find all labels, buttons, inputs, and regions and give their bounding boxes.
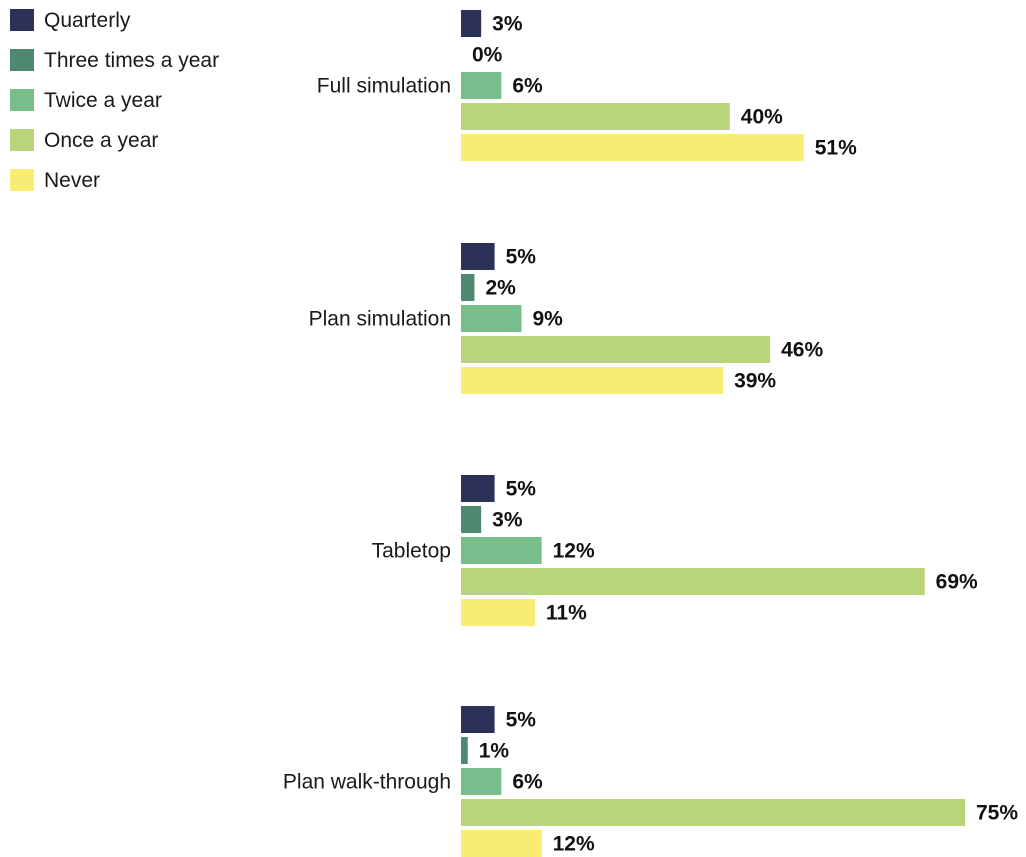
bar-tabletop-three-times-a-year bbox=[461, 506, 481, 533]
value-label: 5% bbox=[506, 709, 537, 732]
legend-swatch-three-times-a-year bbox=[10, 49, 34, 71]
legend: Quarterly Three times a year Twice a year O… bbox=[10, 9, 219, 192]
bar-tabletop-quarterly bbox=[461, 475, 495, 502]
category-label: Plan simulation bbox=[309, 308, 451, 331]
value-label: 69% bbox=[936, 571, 978, 594]
bar-plan-walk-through-once-a-year bbox=[461, 799, 965, 826]
bar-full-simulation-twice-a-year bbox=[461, 72, 501, 99]
legend-swatch-twice-a-year bbox=[10, 89, 34, 111]
value-label: 9% bbox=[532, 308, 563, 331]
value-label: 75% bbox=[976, 802, 1018, 825]
bar-full-simulation-once-a-year bbox=[461, 103, 730, 130]
value-label: 5% bbox=[506, 478, 537, 501]
legend-label-quarterly: Quarterly bbox=[44, 9, 131, 32]
value-label: 51% bbox=[815, 137, 857, 160]
bar-plan-walk-through-never bbox=[461, 830, 542, 857]
bar-full-simulation-never bbox=[461, 134, 804, 161]
value-label: 11% bbox=[546, 602, 587, 625]
value-label: 0% bbox=[472, 44, 503, 67]
bar-plan-simulation-twice-a-year bbox=[461, 305, 521, 332]
value-label: 12% bbox=[553, 833, 595, 856]
bar-tabletop-never bbox=[461, 599, 535, 626]
bar-plan-simulation-once-a-year bbox=[461, 336, 770, 363]
bar-tabletop-twice-a-year bbox=[461, 537, 542, 564]
bar-plan-walk-through-twice-a-year bbox=[461, 768, 501, 795]
value-label: 40% bbox=[741, 106, 783, 129]
bar-full-simulation-quarterly bbox=[461, 10, 481, 37]
value-label: 5% bbox=[506, 246, 537, 269]
bar-plan-simulation-three-times-a-year bbox=[461, 274, 474, 301]
value-label: 3% bbox=[492, 509, 523, 532]
legend-swatch-never bbox=[10, 169, 34, 191]
legend-label-twice-a-year: Twice a year bbox=[44, 89, 162, 112]
value-label: 39% bbox=[734, 370, 776, 393]
legend-label-three-times-a-year: Three times a year bbox=[44, 49, 219, 72]
legend-swatch-quarterly bbox=[10, 9, 34, 31]
value-label: 1% bbox=[479, 740, 510, 763]
legend-label-once-a-year: Once a year bbox=[44, 129, 158, 152]
value-label: 6% bbox=[512, 771, 543, 794]
bar-plan-simulation-never bbox=[461, 367, 723, 394]
bar-plan-walk-through-quarterly bbox=[461, 706, 495, 733]
value-label: 12% bbox=[553, 540, 595, 563]
value-label: 2% bbox=[485, 277, 516, 300]
group-tabletop: Tabletop 5% 3% 12% 69% 11% bbox=[372, 475, 978, 626]
value-label: 46% bbox=[781, 339, 823, 362]
legend-label-never: Never bbox=[44, 169, 100, 192]
value-label: 3% bbox=[492, 13, 523, 36]
group-plan-simulation: Plan simulation 5% 2% 9% 46%39% bbox=[309, 243, 824, 394]
bar-plan-simulation-quarterly bbox=[461, 243, 495, 270]
value-label: 6% bbox=[512, 75, 543, 98]
plot-area: Full simulation 3% 0% 6% 40% 51% Plan simulati… bbox=[283, 10, 1018, 857]
bar-plan-walk-through-three-times-a-year bbox=[461, 737, 468, 764]
category-label: Tabletop bbox=[372, 540, 451, 563]
category-label: Full simulation bbox=[317, 75, 451, 98]
group-plan-walk-through: Plan walk-through 5% 1%6% 75% 12% bbox=[283, 706, 1018, 857]
legend-swatch-once-a-year bbox=[10, 129, 34, 151]
group-full-simulation: Full simulation 3% 0% 6% 40% 51% bbox=[317, 10, 857, 161]
category-label: Plan walk-through bbox=[283, 771, 451, 794]
bar-tabletop-once-a-year bbox=[461, 568, 925, 595]
